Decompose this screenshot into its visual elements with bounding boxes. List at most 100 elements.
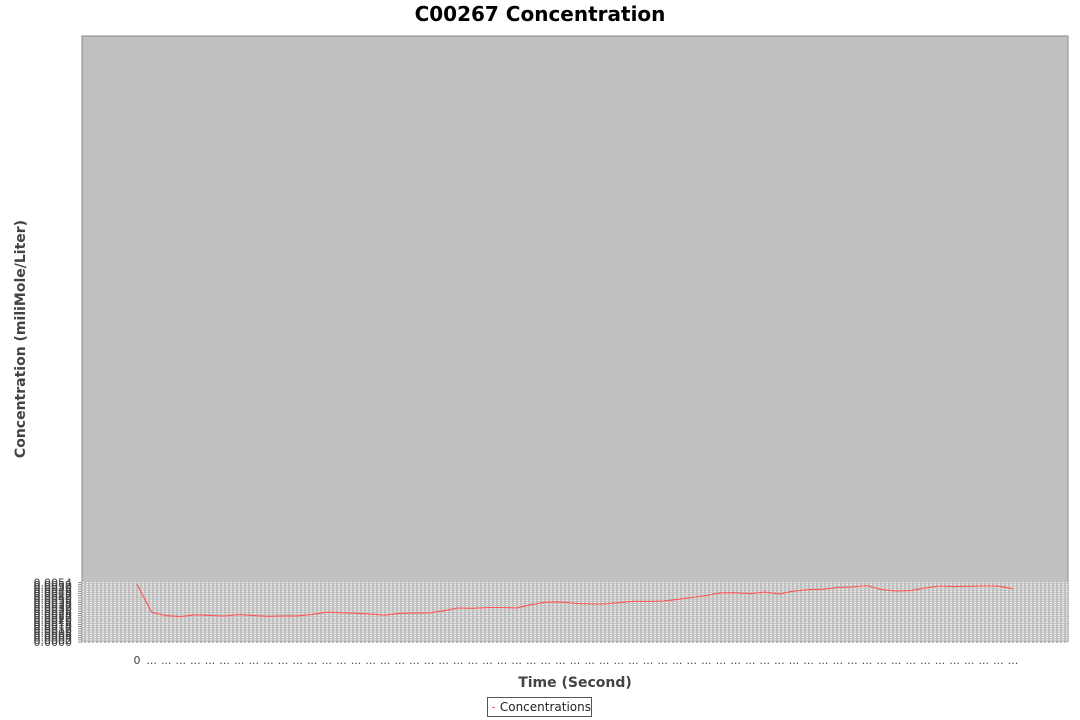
y-axis-label: Concentration (miliMole/Liter) [13, 220, 29, 458]
x-tick-label: ... [438, 654, 449, 667]
y-tick-label: 0.0044 [34, 588, 73, 601]
y-tick-label: 0.0052 [34, 579, 73, 592]
x-tick-label: ... [876, 654, 887, 667]
x-tick-label: ... [249, 654, 260, 667]
y-tick-label: 0.0022 [34, 612, 73, 625]
y-tick-label: 0.0016 [34, 618, 73, 631]
x-tick-label: ... [949, 654, 960, 667]
series-layer [136, 584, 1014, 618]
legend: Concentrations [487, 697, 592, 717]
x-tick-label: ... [234, 654, 245, 667]
grid-lines [82, 582, 1068, 643]
x-tick-label: ... [161, 654, 172, 667]
x-tick-label: ... [190, 654, 201, 667]
x-tick-label: ... [818, 654, 829, 667]
x-tick-label: ... [935, 654, 946, 667]
y-tick-label: 0.0046 [34, 585, 73, 598]
x-tick-label: ... [847, 654, 858, 667]
x-tick-label: ... [322, 654, 333, 667]
y-tick-label: 0.0006 [34, 629, 73, 642]
y-axis-ticks: 0.00000.00020.00040.00060.00080.00100.00… [34, 577, 82, 649]
x-tick-label: ... [351, 654, 362, 667]
x-tick-label: ... [774, 654, 785, 667]
x-tick-label: ... [497, 654, 508, 667]
x-tick-label: ... [453, 654, 464, 667]
x-tick-label: ... [570, 654, 581, 667]
y-tick-label: 0.0048 [34, 583, 73, 596]
y-tick-label: 0.0020 [34, 614, 73, 627]
y-tick-label: 0.0042 [34, 590, 73, 603]
y-tick-label: 0.0032 [34, 601, 73, 614]
y-tick-label: 0.0054 [34, 577, 73, 590]
x-tick-label: ... [584, 654, 595, 667]
x-tick-label: ... [511, 654, 522, 667]
x-tick-label: ... [263, 654, 274, 667]
y-tick-label: 0.0012 [34, 623, 73, 636]
x-tick-label: ... [993, 654, 1004, 667]
x-tick-label: ... [424, 654, 435, 667]
y-tick-label: 0.0008 [34, 627, 73, 640]
y-tick-label: 0.0018 [34, 616, 73, 629]
x-tick-label: ... [643, 654, 654, 667]
x-tick-label: ... [468, 654, 479, 667]
x-tick-label: ... [979, 654, 990, 667]
x-tick-label: ... [716, 654, 727, 667]
plot-area [81, 35, 1069, 643]
x-tick-label: 0 [134, 654, 141, 667]
y-tick-label: 0.0026 [34, 607, 73, 620]
x-tick-label: ... [599, 654, 610, 667]
x-tick-label: ... [687, 654, 698, 667]
x-tick-label: ... [964, 654, 975, 667]
y-tick-label: 0.0038 [34, 594, 73, 607]
x-tick-label: ... [482, 654, 493, 667]
x-axis-ticks: 0.......................................… [134, 654, 1019, 667]
x-tick-label: ... [906, 654, 917, 667]
x-tick-label: ... [1008, 654, 1019, 667]
x-tick-label: ... [526, 654, 537, 667]
x-tick-label: ... [614, 654, 625, 667]
x-tick-label: ... [672, 654, 683, 667]
x-tick-label: ... [803, 654, 814, 667]
y-tick-label: 0.0030 [34, 603, 73, 616]
y-tick-label: 0.0024 [34, 610, 73, 623]
x-tick-label: ... [862, 654, 873, 667]
y-tick-label: 0.0002 [34, 634, 73, 647]
x-tick-label: ... [628, 654, 639, 667]
x-tick-label: ... [760, 654, 771, 667]
x-tick-label: ... [920, 654, 931, 667]
x-axis-label: Time (Second) [518, 675, 632, 691]
x-tick-label: ... [891, 654, 902, 667]
legend-swatch [492, 706, 495, 708]
x-tick-label: ... [745, 654, 756, 667]
x-tick-label: ... [278, 654, 289, 667]
y-tick-label: 0.0000 [34, 636, 73, 649]
x-tick-label: ... [657, 654, 668, 667]
x-tick-label: ... [730, 654, 741, 667]
legend-label: Concentrations [499, 700, 591, 714]
y-tick-label: 0.0034 [34, 599, 73, 612]
y-tick-label: 0.0014 [34, 621, 73, 634]
y-tick-label: 0.0010 [34, 625, 73, 638]
y-tick-label: 0.0028 [34, 605, 73, 618]
y-tick-label: 0.0050 [34, 581, 73, 594]
x-tick-label: ... [292, 654, 303, 667]
x-tick-label: ... [380, 654, 391, 667]
x-tick-label: ... [307, 654, 318, 667]
x-tick-label: ... [395, 654, 406, 667]
x-tick-label: ... [176, 654, 187, 667]
x-tick-label: ... [146, 654, 157, 667]
x-tick-label: ... [541, 654, 552, 667]
x-tick-label: ... [833, 654, 844, 667]
x-tick-label: ... [336, 654, 347, 667]
x-tick-label: ... [365, 654, 376, 667]
x-tick-label: ... [701, 654, 712, 667]
y-tick-label: 0.0004 [34, 632, 73, 645]
y-tick-label: 0.0040 [34, 592, 73, 605]
x-tick-label: ... [409, 654, 420, 667]
series-line-concentrations [136, 584, 1014, 618]
chart-title: C00267 Concentration [414, 2, 666, 26]
x-tick-label: ... [219, 654, 230, 667]
x-tick-label: ... [205, 654, 216, 667]
x-tick-label: ... [789, 654, 800, 667]
